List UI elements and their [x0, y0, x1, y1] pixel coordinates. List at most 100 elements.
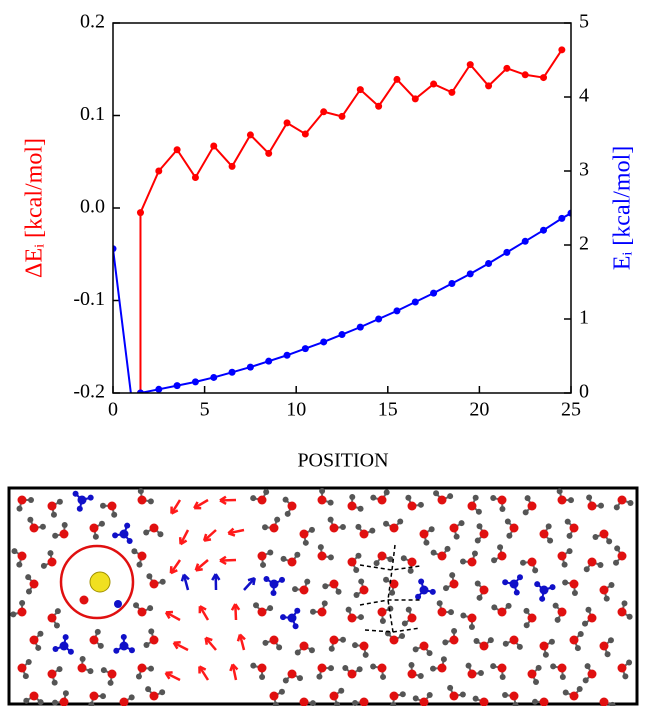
dipole-arrow — [219, 558, 237, 562]
atom — [545, 523, 552, 530]
atom — [149, 635, 159, 645]
atom — [92, 533, 99, 540]
atom — [29, 691, 39, 701]
atom — [16, 561, 23, 568]
dipole-arrow — [231, 664, 238, 681]
data-point — [136, 209, 144, 217]
atom — [380, 673, 387, 680]
arrow-head — [198, 665, 207, 674]
water-molecule — [373, 551, 394, 567]
atom — [412, 646, 419, 653]
water-molecule — [550, 663, 567, 680]
arrow-head — [227, 527, 236, 537]
atom — [299, 585, 309, 595]
water-molecule — [352, 697, 369, 706]
atom — [539, 595, 546, 602]
atom — [401, 620, 408, 627]
water-molecule — [327, 516, 346, 533]
water-molecule — [100, 501, 118, 518]
data-point — [210, 373, 218, 381]
water-molecule — [89, 520, 105, 540]
atom — [317, 544, 324, 551]
dipole-arrow — [165, 671, 181, 682]
atom — [267, 549, 274, 556]
atom — [383, 576, 390, 583]
atom — [557, 495, 567, 505]
atom — [449, 579, 459, 589]
atom — [599, 697, 609, 706]
atom — [329, 691, 339, 701]
water-molecule — [383, 518, 404, 533]
atom — [292, 586, 299, 593]
atom — [10, 611, 17, 618]
data-point — [558, 46, 566, 54]
atom — [476, 523, 483, 530]
ammonia-molecule — [263, 576, 286, 596]
water-molecule — [316, 663, 334, 680]
water-molecule — [292, 578, 311, 595]
data-point — [430, 289, 438, 297]
atom — [270, 589, 277, 596]
water-molecule — [473, 637, 494, 651]
atom — [113, 647, 120, 654]
atom — [407, 501, 417, 511]
atom — [126, 537, 133, 544]
atom — [149, 579, 159, 589]
atom — [107, 669, 117, 679]
atom — [107, 501, 117, 511]
arrow-head — [164, 671, 173, 680]
water-molecule — [562, 686, 583, 701]
atom — [557, 607, 567, 617]
arrow-head — [230, 603, 241, 611]
atom — [345, 606, 352, 613]
atom — [477, 669, 484, 676]
y2-tick-label: 1 — [579, 307, 589, 329]
atom — [383, 489, 390, 496]
atom — [505, 602, 512, 609]
atom — [449, 635, 459, 645]
atom — [100, 667, 107, 674]
atom — [89, 691, 99, 701]
series — [113, 209, 571, 393]
data-point — [540, 74, 548, 82]
atom — [389, 589, 396, 596]
atom — [592, 533, 599, 540]
atom — [294, 607, 301, 614]
atom — [369, 527, 376, 534]
atom — [47, 613, 57, 623]
atom — [527, 669, 537, 679]
arrow-head — [204, 636, 213, 645]
atom — [47, 501, 57, 511]
atom — [539, 585, 549, 595]
atom — [342, 664, 349, 671]
atom — [280, 555, 287, 562]
atom — [582, 620, 589, 627]
atom — [571, 589, 578, 596]
atom — [267, 605, 274, 612]
atom — [250, 495, 257, 502]
atom — [89, 523, 99, 533]
atom — [569, 635, 579, 645]
atom — [347, 501, 357, 511]
atom — [25, 574, 32, 581]
atom — [137, 663, 147, 673]
atom — [143, 529, 150, 536]
dipole-arrow — [194, 559, 209, 572]
data-point — [320, 338, 328, 346]
atom — [287, 557, 297, 567]
x-tick-label: 20 — [469, 399, 489, 421]
atom — [417, 501, 424, 508]
water-molecule — [146, 573, 166, 589]
water-molecule — [582, 663, 597, 684]
atom — [377, 607, 387, 617]
atom — [47, 557, 57, 567]
atom — [62, 634, 69, 641]
water-molecule — [412, 641, 433, 657]
atom — [527, 613, 537, 623]
data-point — [521, 237, 529, 245]
water-molecule — [11, 548, 27, 568]
atom — [377, 495, 387, 505]
arrow-head — [229, 663, 239, 672]
arrow-head — [178, 537, 188, 546]
arrow-head — [247, 576, 256, 586]
